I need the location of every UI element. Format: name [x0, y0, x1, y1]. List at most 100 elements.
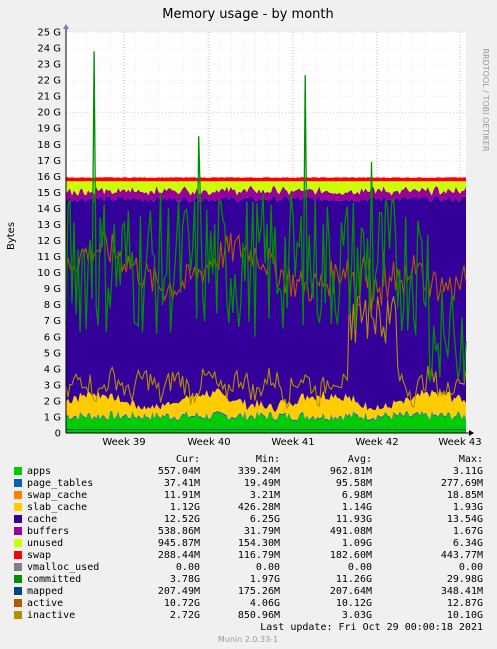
legend-header: Cur:: [176, 454, 200, 465]
legend-header: Max:: [459, 454, 483, 465]
y-tick-label: 18 G: [37, 140, 61, 151]
x-tick-label: Week 43: [438, 437, 481, 448]
legend-swatch: [14, 479, 22, 487]
legend-value: 154.30M: [238, 538, 280, 549]
y-tick-label: 16 G: [37, 172, 61, 183]
legend-name: mapped: [27, 586, 63, 597]
legend-value: 1.67G: [453, 526, 483, 537]
y-tick-label: 3 G: [44, 380, 61, 391]
y-axis-arrow: [63, 24, 69, 29]
legend-value: 348.41M: [441, 586, 483, 597]
legend-name: swap: [27, 550, 51, 561]
y-tick-label: 17 G: [37, 156, 61, 167]
legend-value: 1.09G: [342, 538, 372, 549]
legend-value: 207.64M: [330, 586, 372, 597]
last-update: Last update: Fri Oct 29 00:00:18 2021: [260, 622, 483, 633]
legend-value: 2.72G: [170, 610, 200, 621]
y-tick-label: 25 G: [37, 28, 61, 39]
legend-value: 1.12G: [170, 502, 200, 513]
legend-value: 0.00: [256, 562, 280, 573]
legend-value: 13.54G: [447, 514, 483, 525]
legend-value: 12.52G: [164, 514, 200, 525]
legend-value: 339.24M: [238, 466, 280, 477]
legend-value: 0.00: [348, 562, 372, 573]
y-tick-label: 24 G: [37, 44, 61, 55]
legend-swatch: [14, 467, 22, 475]
band-apps: [66, 412, 466, 433]
y-tick-label: 9 G: [44, 284, 61, 295]
x-tick-label: Week 42: [355, 437, 398, 448]
legend-value: 37.41M: [164, 478, 200, 489]
legend-name: unused: [27, 538, 63, 549]
band-cache: [66, 195, 466, 413]
legend-value: 1.14G: [342, 502, 372, 513]
legend-name: swap_cache: [27, 490, 87, 501]
y-tick-label: 6 G: [44, 332, 61, 343]
y-tick-label: 0: [55, 429, 61, 440]
y-tick-label: 22 G: [37, 76, 61, 87]
legend-name: slab_cache: [27, 502, 87, 513]
legend-name: cache: [27, 514, 57, 525]
legend-value: 0.00: [176, 562, 200, 573]
legend-value: 11.26G: [336, 574, 372, 585]
band-slab_cache: [66, 388, 466, 421]
legend-swatch: [14, 599, 22, 607]
legend-value: 443.77M: [441, 550, 483, 561]
legend-swatch: [14, 587, 22, 595]
legend-value: 945.87M: [158, 538, 200, 549]
axes: [63, 24, 474, 436]
legend-value: 18.85M: [447, 490, 483, 501]
legend-value: 3.78G: [170, 574, 200, 585]
legend-value: 850.96M: [238, 610, 280, 621]
y-tick-label: 10 G: [37, 268, 61, 279]
legend-value: 538.86M: [158, 526, 200, 537]
series-lines: [65, 51, 467, 431]
legend-value: 10.10G: [447, 610, 483, 621]
legend-swatch: [14, 551, 22, 559]
legend-name: apps: [27, 466, 51, 477]
legend-value: 3.21M: [250, 490, 280, 501]
y-axis-label: Bytes: [6, 222, 17, 250]
legend-value: 19.49M: [244, 478, 280, 489]
legend-value: 0.00: [459, 562, 483, 573]
band-unused: [66, 181, 466, 196]
legend-value: 491.08M: [330, 526, 372, 537]
y-tick-label: 20 G: [37, 108, 61, 119]
chart-title: Memory usage - by month: [162, 7, 333, 22]
line-inactive: [65, 293, 467, 410]
y-tick-labels: 0 1 G 2 G 3 G 4 G 5 G 6 G 7 G 8 G 9 G 10 G 11 G 12 G…: [37, 28, 61, 440]
y-tick-label: 15 G: [37, 188, 61, 199]
legend-value: 95.58M: [336, 478, 372, 489]
legend-value: 6.25G: [250, 514, 280, 525]
legend-value: 10.12G: [336, 598, 372, 609]
y-tick-label: 2 G: [44, 396, 61, 407]
legend-value: 175.26M: [238, 586, 280, 597]
y-tick-label: 1 G: [44, 412, 61, 423]
legend-header: Min:: [256, 454, 280, 465]
legend-name: buffers: [27, 526, 69, 537]
legend-value: 29.98G: [447, 574, 483, 585]
x-tick-label: Week 40: [187, 437, 230, 448]
legend-swatch: [14, 563, 22, 571]
x-tick-labels: Week 39 Week 40 Week 41 Week 42 Week 43: [102, 437, 481, 448]
legend-value: 11.91M: [164, 490, 200, 501]
legend-swatch: [14, 539, 22, 547]
legend-value: 31.79M: [244, 526, 280, 537]
y-tick-label: 21 G: [37, 92, 61, 103]
legend-name: inactive: [27, 610, 75, 621]
y-tick-label: 23 G: [37, 60, 61, 71]
legend-value: 962.81M: [330, 466, 372, 477]
legend-swatch: [14, 515, 22, 523]
y-tick-label: 11 G: [37, 252, 61, 263]
legend-name: committed: [27, 574, 81, 585]
band-buffers: [66, 185, 466, 202]
legend-name: page_tables: [27, 478, 93, 489]
x-tick-label: Week 41: [271, 437, 314, 448]
legend-value: 6.98M: [342, 490, 372, 501]
rrdtool-watermark: RRDTOOL / TOBI OETIKER: [481, 48, 490, 151]
legend-value: 12.87G: [447, 598, 483, 609]
y-tick-label: 14 G: [37, 204, 61, 215]
y-tick-label: 13 G: [37, 220, 61, 231]
legend-value: 557.04M: [158, 466, 200, 477]
legend-value: 116.79M: [238, 550, 280, 561]
